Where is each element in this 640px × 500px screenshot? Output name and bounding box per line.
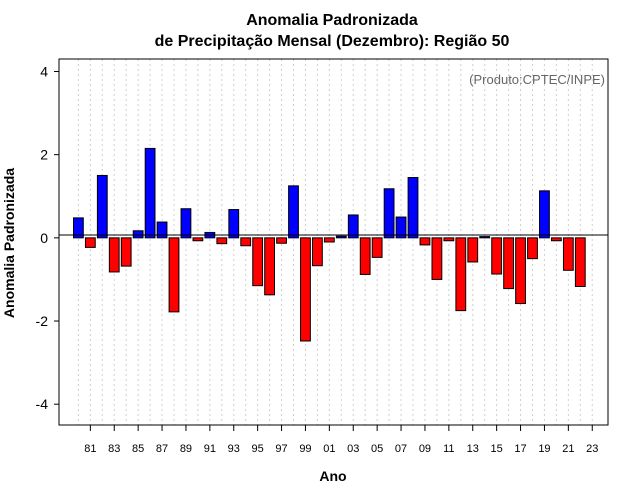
bar-1997: [276, 237, 287, 244]
x-tick-label: 99: [299, 443, 311, 455]
bar-2001: [323, 237, 335, 243]
bar-2022: [574, 237, 586, 288]
x-tick-label: 89: [180, 443, 192, 455]
x-tick-label: 21: [562, 443, 574, 455]
bar-2003: [347, 214, 359, 239]
x-tick-label: 87: [156, 443, 168, 455]
x-tick-label: 07: [395, 443, 407, 455]
x-tick-label: 01: [323, 443, 335, 455]
x-tick-label: 83: [108, 443, 120, 455]
bar-1983: [108, 237, 120, 273]
bar-1987: [156, 221, 168, 239]
bar-2010: [431, 237, 443, 280]
bar-1993: [228, 209, 240, 239]
bar-1988: [168, 237, 180, 313]
x-axis-title: Ano: [319, 468, 346, 484]
bar-2020: [551, 237, 562, 242]
x-tick-label: 09: [419, 443, 431, 455]
bar-1992: [216, 237, 228, 245]
y-axis-title: Anomalia Padronizada: [1, 168, 17, 318]
bar-1990: [192, 237, 204, 242]
x-tick-label: 05: [371, 443, 383, 455]
bar-1984: [120, 237, 132, 267]
x-tick-label: 17: [514, 443, 526, 455]
bar-2002: [335, 235, 347, 239]
bar-2021: [562, 237, 574, 271]
bar-2015: [491, 237, 503, 275]
source-annotation: (Produto:CPTEC/INPE): [469, 72, 605, 87]
x-tick-label: 15: [491, 443, 503, 455]
bar-2018: [527, 237, 538, 260]
bar-1999: [300, 237, 311, 342]
chart-title-line1: Anomalia Padronizada: [246, 12, 418, 29]
y-tick-label: 4: [40, 63, 48, 79]
chart-title-line2: de Precipitação Mensal (Dezembro): Regiã…: [155, 33, 510, 50]
bar-2000: [312, 237, 323, 267]
bar-2016: [503, 237, 515, 290]
bar-1998: [288, 185, 299, 239]
bar-2011: [443, 237, 455, 242]
bar-2007: [395, 216, 407, 239]
bar-2017: [515, 237, 526, 305]
bar-2004: [359, 237, 371, 275]
y-tick-label: 0: [40, 230, 48, 246]
y-axis: -4 -2 0 2 4: [36, 63, 59, 412]
x-tick-label: 19: [538, 443, 550, 455]
bar-2013: [467, 237, 479, 263]
y-tick-label: -4: [36, 396, 49, 412]
bar-1985: [132, 230, 144, 239]
bar-1982: [96, 174, 108, 239]
x-tick-label: 23: [586, 443, 598, 455]
x-tick-label: 81: [84, 443, 96, 455]
bar-1994: [240, 237, 252, 247]
bar-2019: [539, 190, 550, 239]
x-tick-label: 97: [275, 443, 287, 455]
grid-lines: [77, 59, 593, 425]
bar-1980: [73, 217, 84, 239]
bar-2014: [479, 236, 491, 239]
x-tick-label: 91: [204, 443, 216, 455]
bar-1986: [144, 147, 156, 239]
bar-2008: [407, 177, 419, 239]
plot-frame: [58, 58, 609, 426]
x-tick-label: 11: [443, 443, 454, 455]
bar-2009: [419, 237, 431, 246]
x-axis: 81 83 85 87 89 91 93 95 97 99 01 03 05 07 09 11 13 15 17 19…: [84, 425, 598, 455]
bar-1996: [264, 237, 276, 296]
bar-1989: [180, 208, 192, 239]
y-tick-label: -2: [36, 313, 49, 329]
y-tick-label: 2: [40, 147, 48, 163]
bar-1981: [84, 237, 96, 248]
x-tick-label: 95: [252, 443, 264, 455]
x-tick-label: 13: [467, 443, 479, 455]
bar-2005: [371, 237, 383, 258]
bar-2006: [383, 188, 395, 239]
bar-2012: [455, 237, 467, 312]
x-tick-label: 03: [347, 443, 359, 455]
x-tick-label: 93: [228, 443, 240, 455]
bars-group: [73, 147, 586, 342]
bar-1995: [252, 237, 264, 287]
x-tick-label: 85: [132, 443, 144, 455]
